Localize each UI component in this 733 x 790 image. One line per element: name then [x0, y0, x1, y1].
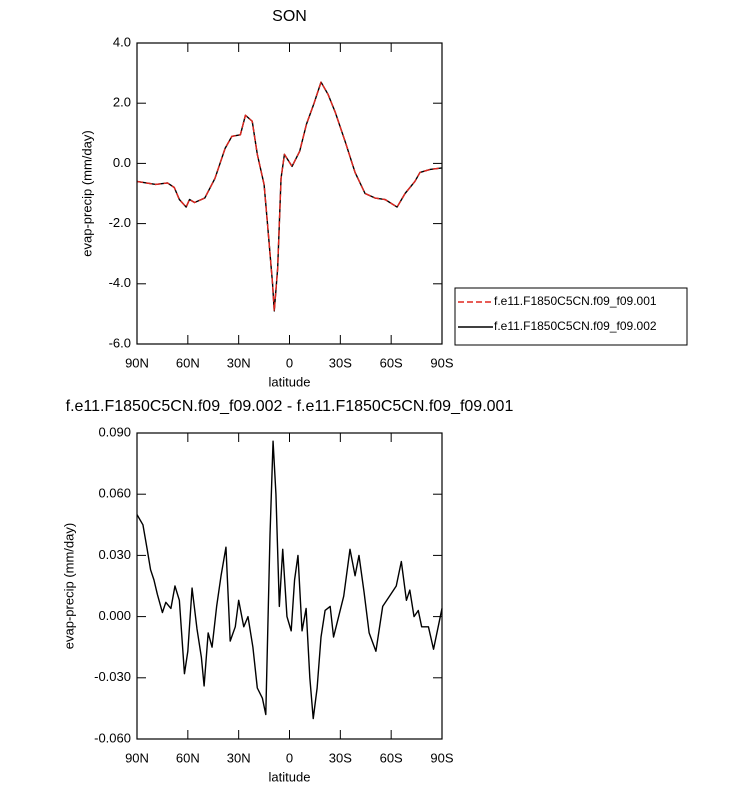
x-tick-label: 0: [286, 355, 293, 370]
data-line: [136, 81, 443, 312]
x-tick-label: 90S: [430, 750, 453, 765]
x-tick-label: 30S: [329, 355, 352, 370]
y-tick-label: -0.060: [94, 730, 131, 745]
y-tick-label: 0.0: [113, 155, 131, 170]
x-axis-label: latitude: [269, 769, 311, 784]
y-tick-label: -0.030: [94, 669, 131, 684]
y-tick-label: 0.000: [98, 608, 131, 623]
x-tick-label: 90N: [125, 750, 149, 765]
y-tick-label: 0.030: [98, 547, 131, 562]
data-line: [136, 440, 443, 720]
y-tick-label: -4.0: [109, 275, 131, 290]
x-tick-label: 60N: [176, 750, 200, 765]
y-tick-label: -2.0: [109, 215, 131, 230]
legend-label: f.e11.F1850C5CN.f09_f09.001: [494, 294, 657, 308]
x-tick-label: 90N: [125, 355, 149, 370]
y-axis-label: evap-precip (mm/day): [79, 130, 94, 256]
y-tick-label: 0.060: [98, 486, 131, 501]
plot-frame: [136, 42, 443, 345]
y-tick-label: -6.0: [109, 335, 131, 350]
x-tick-label: 60N: [176, 355, 200, 370]
y-tick-label: 2.0: [113, 95, 131, 110]
legend-label: f.e11.F1850C5CN.f09_f09.002: [494, 319, 657, 333]
x-tick-label: 90S: [430, 355, 453, 370]
x-tick-label: 0: [286, 750, 293, 765]
y-tick-label: 4.0: [113, 34, 131, 49]
y-tick-label: 0.090: [98, 424, 131, 439]
x-tick-label: 60S: [380, 750, 403, 765]
x-axis-label: latitude: [269, 374, 311, 389]
x-tick-label: 60S: [380, 355, 403, 370]
y-axis-label: evap-precip (mm/day): [61, 523, 76, 649]
plot-frame: [136, 432, 443, 740]
x-tick-label: 30S: [329, 750, 352, 765]
x-tick-label: 30N: [227, 750, 251, 765]
chart-title: SON: [272, 8, 307, 25]
data-line: [136, 81, 443, 312]
chart-title: f.e11.F1850C5CN.f09_f09.002 - f.e11.F185…: [66, 398, 514, 415]
x-tick-label: 30N: [227, 355, 251, 370]
legend-box: [454, 287, 688, 346]
